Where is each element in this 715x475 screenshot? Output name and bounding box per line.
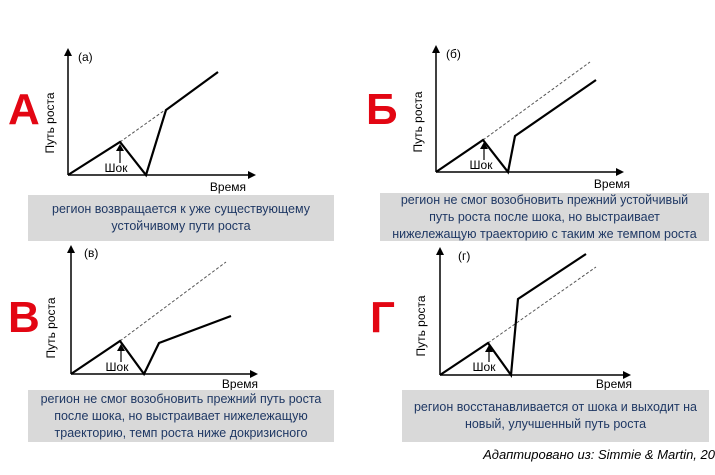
panel-letter-g: Г: [370, 293, 395, 342]
growth-path: [439, 253, 587, 379]
diagram-b: (б) Путь роста Шок Время: [411, 45, 630, 191]
y-axis-arrow: [432, 45, 440, 53]
caption-a: регион возвращается к уже существующему …: [28, 195, 334, 241]
x-axis-label: Время: [210, 180, 246, 194]
source-attribution: Адаптировано из: Simmie & Martin, 20: [483, 447, 715, 462]
x-axis-arrow: [248, 171, 256, 179]
pre-shock-trend: [119, 261, 227, 342]
x-axis-label: Время: [596, 377, 632, 390]
pre-shock-trend: [487, 266, 597, 344]
y-axis-label: Путь роста: [414, 295, 428, 356]
diagram-v: (в) Путь роста Шок Время: [44, 245, 258, 391]
shock-arrow-head: [117, 344, 125, 351]
shock-arrow-head: [480, 142, 488, 149]
pre-shock-trend: [482, 61, 591, 141]
growth-path: [435, 79, 597, 175]
caption-b: регион не смог возобновить прежний устой…: [380, 193, 709, 241]
y-axis-label: Путь роста: [44, 297, 58, 358]
growth-path: [70, 314, 232, 377]
x-axis-label: Время: [222, 377, 258, 391]
x-axis-arrow: [623, 371, 631, 379]
y-axis-label: Путь роста: [43, 92, 57, 153]
shock-label: Шок: [106, 360, 130, 374]
panel-letter-v: В: [8, 293, 40, 342]
diagram-sublabel: (б): [446, 47, 461, 61]
y-axis-arrow: [67, 245, 75, 253]
panel-letter-b: Б: [366, 85, 398, 134]
pre-shock-trend: [119, 109, 166, 143]
growth-path: [67, 71, 219, 178]
shock-label: Шок: [105, 161, 129, 175]
y-axis-arrow: [436, 247, 444, 255]
y-axis-arrow: [64, 48, 72, 56]
x-axis-label: Время: [594, 177, 630, 191]
diagram-sublabel: (а): [78, 50, 93, 64]
shock-arrow-head: [485, 345, 493, 352]
panel-letter-a: А: [8, 85, 40, 134]
y-axis-label: Путь роста: [411, 91, 425, 152]
x-axis-arrow: [250, 370, 258, 378]
shock-label: Шок: [473, 360, 497, 374]
diagram-a: (а) Путь роста Шок Время: [43, 48, 256, 194]
diagram-g: (г) Путь роста Шок Время: [414, 247, 632, 390]
caption-g: регион восстанавливается от шока и выход…: [402, 390, 709, 442]
shock-arrow-head: [116, 144, 124, 151]
x-axis-arrow: [616, 168, 624, 176]
diagram-sublabel: (в): [84, 246, 98, 260]
shock-label: Шок: [470, 158, 494, 172]
diagram-sublabel: (г): [458, 249, 470, 263]
caption-v: регион не смог возобновить прежний путь …: [28, 390, 334, 442]
